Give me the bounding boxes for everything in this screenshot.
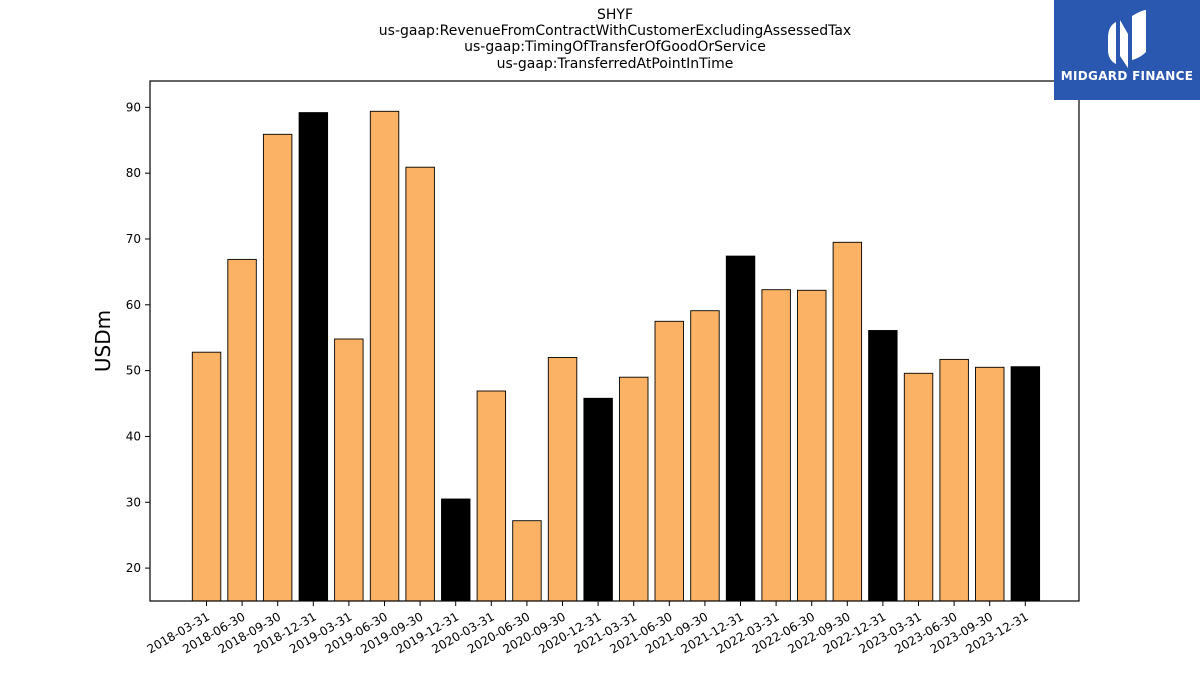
bar-2020-12-31 [583,397,613,602]
plot-frame [149,80,1080,602]
y-tick-label: 70 [126,232,141,246]
y-tick-label: 30 [126,495,141,509]
chart-title-line-1: SHYF [596,7,634,23]
bar-2020-06-30 [512,520,542,602]
bar-2023-06-30 [939,358,969,602]
bar-2022-03-31 [761,289,791,602]
chart-title-line-4: us-gaap:TransferredAtPointInTime [496,56,734,72]
chart-title-line-2: us-gaap:RevenueFromContractWithCustomerE… [378,23,852,39]
chart-title-line-3: us-gaap:TimingOfTransferOfGoodOrService [464,39,766,55]
bar-2023-12-31 [1010,366,1041,602]
y-tick-label: 50 [126,364,141,378]
bar-2022-12-31 [868,330,898,602]
bar-2018-03-31 [191,351,222,602]
bar-2022-09-30 [832,241,863,602]
bar-2019-03-31 [334,338,364,602]
bar-2021-03-31 [619,376,649,602]
bar-2021-09-30 [690,310,720,602]
y-tick-label: 60 [126,298,141,312]
bar-2020-09-30 [547,357,578,602]
bar-2019-06-30 [369,110,400,602]
bar-2022-06-30 [797,289,827,602]
y-tick-label: 40 [126,429,141,443]
midgard-finance-logo: MIDGARD FINANCE [1054,0,1200,100]
logo-mark-icon [1108,10,1146,68]
bar-2018-06-30 [227,258,257,602]
y-tick-label: 80 [126,166,141,180]
bar-2018-12-31 [298,112,329,602]
y-axis: 20 30 40 50 60 70 80 90 [126,100,150,575]
bar-2021-12-31 [725,255,756,602]
bar-2018-09-30 [262,133,293,602]
bars-group [191,110,1041,602]
logo-text: MIDGARD FINANCE [1060,69,1194,83]
bar-2023-09-30 [975,366,1005,602]
y-axis-label: USDm [91,310,115,372]
y-tick-label: 90 [126,100,141,114]
x-axis: 2018-03-312018-06-302018-09-302018-12-31… [145,601,1031,656]
bar-2023-03-31 [903,372,934,602]
bar-2019-12-31 [441,498,471,602]
y-tick-label: 20 [126,561,141,575]
bar-2020-03-31 [476,390,507,602]
bar-2021-06-30 [654,320,684,602]
bar-2019-09-30 [405,166,435,602]
